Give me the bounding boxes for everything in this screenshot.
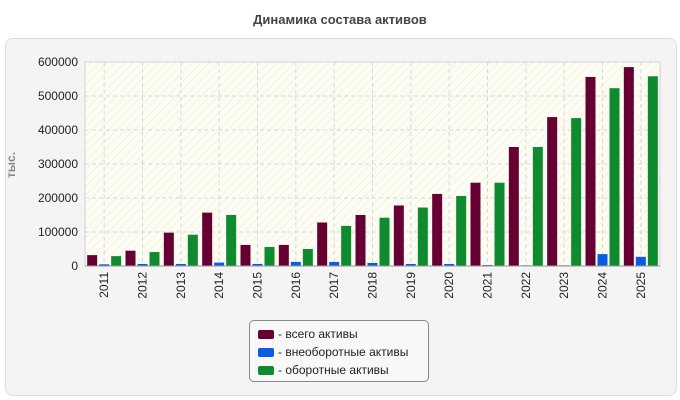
x-tick-label: 2025 bbox=[634, 272, 648, 299]
y-tick-label: 500000 bbox=[38, 89, 78, 103]
legend-swatch-noncurrent bbox=[258, 347, 274, 357]
bar-current bbox=[379, 217, 390, 266]
bar-total bbox=[163, 232, 174, 266]
x-tick-label: 2012 bbox=[136, 272, 150, 299]
bar-current bbox=[609, 88, 620, 267]
y-tick-label: 0 bbox=[71, 259, 78, 273]
bar-current bbox=[532, 147, 543, 266]
bar-current bbox=[494, 182, 505, 266]
bar-total bbox=[508, 147, 519, 266]
legend: - всего активы - внеоборотные активы - о… bbox=[249, 320, 429, 382]
bar-current bbox=[264, 246, 275, 266]
x-tick-label: 2022 bbox=[519, 272, 533, 299]
x-tick-label: 2018 bbox=[366, 272, 380, 299]
bar-current bbox=[302, 249, 313, 266]
bar-total bbox=[317, 222, 328, 266]
legend-swatch-total bbox=[258, 329, 274, 339]
bar-noncurrent bbox=[99, 264, 110, 266]
bar-current bbox=[647, 76, 658, 266]
bar-noncurrent bbox=[290, 261, 301, 266]
bar-total bbox=[87, 255, 98, 266]
bar-current bbox=[149, 252, 160, 266]
legend-label-noncurrent: - внеоборотные активы bbox=[278, 345, 409, 359]
y-tick-label: 400000 bbox=[38, 123, 78, 137]
bar-noncurrent bbox=[635, 256, 646, 266]
legend-swatch-current bbox=[258, 365, 274, 375]
bar-total bbox=[355, 215, 366, 266]
legend-item-total: - всего активы bbox=[258, 325, 420, 343]
bar-noncurrent bbox=[214, 262, 225, 266]
legend-item-noncurrent: - внеоборотные активы bbox=[258, 343, 420, 361]
bar-current bbox=[456, 195, 467, 266]
bar-noncurrent bbox=[482, 264, 493, 266]
x-tick-label: 2020 bbox=[442, 272, 456, 299]
x-tick-label: 2019 bbox=[404, 272, 418, 299]
bar-noncurrent bbox=[444, 263, 455, 266]
y-axis-label-wrap: тыс. bbox=[4, 150, 30, 180]
bar-total bbox=[278, 244, 289, 266]
bar-noncurrent bbox=[597, 254, 608, 266]
bar-noncurrent bbox=[405, 263, 416, 266]
bar-total bbox=[125, 250, 136, 266]
legend-label-current: - оборотные активы bbox=[278, 363, 389, 377]
bar-noncurrent bbox=[367, 262, 378, 266]
x-tick-label: 2021 bbox=[481, 272, 495, 299]
x-tick-label: 2011 bbox=[97, 272, 111, 298]
y-tick-label: 600000 bbox=[38, 55, 78, 69]
x-tick-label: 2017 bbox=[327, 272, 341, 299]
y-tick-label: 100000 bbox=[38, 225, 78, 239]
y-tick-label: 200000 bbox=[38, 191, 78, 205]
bar-noncurrent bbox=[137, 263, 148, 266]
bar-current bbox=[417, 207, 428, 266]
x-tick-label: 2024 bbox=[596, 272, 610, 299]
x-tick-label: 2016 bbox=[289, 272, 303, 299]
y-axis-label: тыс. bbox=[4, 151, 19, 179]
bar-current bbox=[111, 256, 122, 266]
legend-label-total: - всего активы bbox=[278, 327, 358, 341]
bar-current bbox=[226, 215, 237, 266]
bar-noncurrent bbox=[252, 263, 263, 266]
bar-total bbox=[470, 182, 481, 266]
axis-ticks: 0 100000 200000 300000 400000 500000 600000 201… bbox=[38, 55, 660, 299]
bar-total bbox=[585, 76, 596, 267]
x-tick-label: 2014 bbox=[212, 272, 226, 299]
bar-noncurrent bbox=[175, 263, 186, 266]
legend-item-current: - оборотные активы bbox=[258, 361, 420, 379]
bar-total bbox=[432, 193, 443, 266]
bar-total bbox=[393, 205, 404, 266]
bar-current bbox=[571, 118, 582, 266]
x-tick-label: 2015 bbox=[251, 272, 265, 299]
bar-total bbox=[202, 212, 213, 266]
x-tick-label: 2013 bbox=[174, 272, 188, 299]
bar-total bbox=[547, 117, 558, 266]
bar-noncurrent bbox=[329, 261, 340, 266]
x-tick-label: 2023 bbox=[557, 272, 571, 299]
bar-total bbox=[240, 244, 251, 266]
bar-current bbox=[187, 234, 198, 266]
bar-total bbox=[623, 67, 634, 266]
y-tick-label: 300000 bbox=[38, 157, 78, 171]
bar-current bbox=[341, 225, 352, 266]
gridlines bbox=[85, 61, 660, 266]
chart-title: Динамика состава активов bbox=[253, 12, 427, 27]
bars bbox=[87, 67, 658, 267]
